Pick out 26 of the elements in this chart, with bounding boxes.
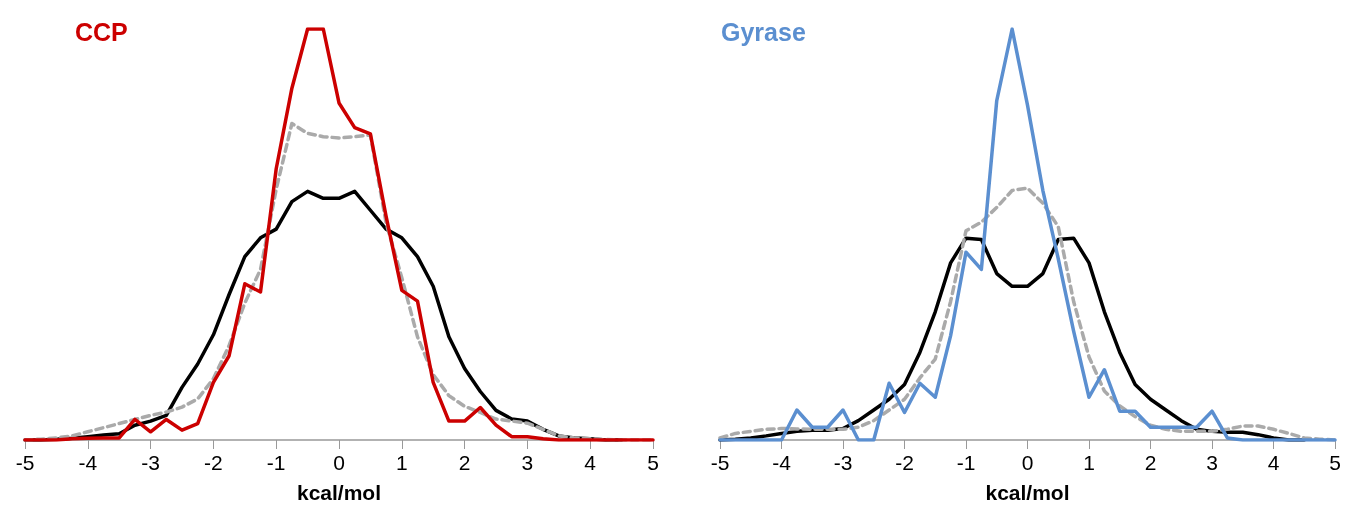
- x-tick-label: -4: [772, 451, 792, 474]
- x-tick-label: 0: [1021, 451, 1034, 474]
- x-tick-label: -2: [204, 451, 223, 474]
- x-tick-label: -1: [266, 451, 286, 474]
- x-tick-label: 3: [1206, 451, 1218, 474]
- x-tick-label: -1: [956, 451, 976, 474]
- x-tick-label: 2: [1144, 451, 1157, 474]
- x-tick-label: -3: [833, 451, 853, 474]
- x-tick-label: 3: [521, 451, 534, 474]
- x-axis-title: kcal/mol: [985, 481, 1070, 504]
- x-axis-title: kcal/mol: [296, 481, 382, 504]
- x-tick-label: -3: [141, 451, 160, 474]
- x-tick-label: 2: [458, 451, 471, 474]
- chart-title: Gyrase: [721, 17, 806, 46]
- chart-title: CCP: [75, 17, 128, 46]
- x-tick-label: -4: [78, 451, 98, 474]
- x-tick-label: -5: [15, 451, 35, 474]
- x-tick-label: 5: [647, 451, 659, 474]
- x-tick-label: -2: [895, 451, 914, 474]
- x-tick-label: -5: [710, 451, 730, 474]
- x-tick-label: 4: [584, 451, 597, 474]
- x-tick-label: 1: [1083, 451, 1095, 474]
- x-tick-label: 4: [1267, 451, 1280, 474]
- x-tick-label: 1: [395, 451, 408, 474]
- x-tick-label: 0: [333, 451, 345, 474]
- x-tick-label: 5: [1329, 451, 1341, 474]
